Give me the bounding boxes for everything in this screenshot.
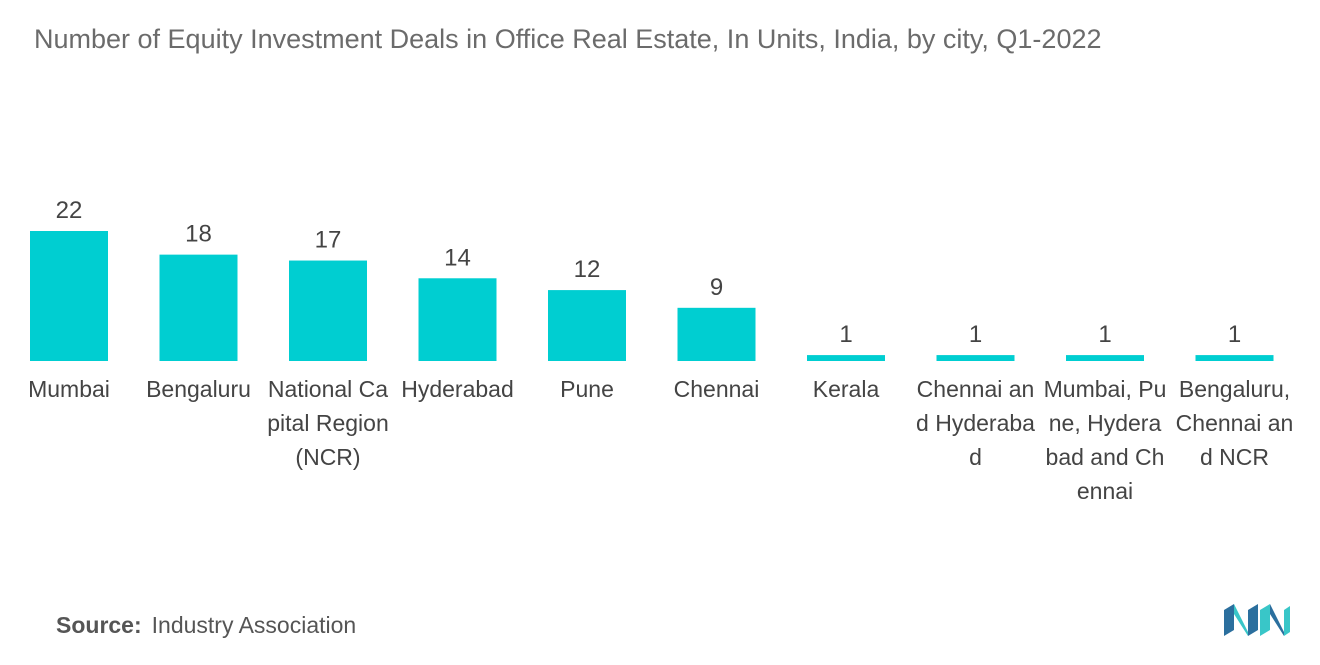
bar-2 <box>289 260 367 361</box>
chart-title: Number of Equity Investment Deals in Off… <box>34 24 1102 54</box>
category-label-1: Bengaluru <box>146 376 251 402</box>
bar-0 <box>30 231 108 361</box>
bar-7 <box>936 355 1015 361</box>
value-label-7: 1 <box>969 321 982 348</box>
category-label-4: Pune <box>560 376 614 402</box>
value-label-0: 22 <box>56 197 83 224</box>
bar-4 <box>548 290 626 361</box>
category-label-7: Chennai and Hyderabad <box>916 376 1035 470</box>
bar-8 <box>1066 355 1144 361</box>
value-label-9: 1 <box>1228 321 1241 348</box>
source-note: Source: Industry Association <box>56 612 356 639</box>
bar-5 <box>677 307 756 361</box>
category-label-0: Mumbai <box>28 376 110 402</box>
category-label-8: Mumbai, Pune, Hyderabad and Chennai <box>1043 376 1167 504</box>
value-label-2: 17 <box>315 227 342 254</box>
value-label-4: 12 <box>574 256 601 283</box>
value-label-8: 1 <box>1098 321 1111 348</box>
mordor-intelligence-logo-icon <box>1224 604 1290 636</box>
bar-3 <box>418 278 497 361</box>
bar-6 <box>807 355 885 361</box>
source-text: Industry Association <box>151 612 357 638</box>
value-label-1: 18 <box>185 221 212 248</box>
value-label-6: 1 <box>839 321 852 348</box>
category-label-6: Kerala <box>812 376 880 402</box>
category-label-5: Chennai <box>673 376 760 402</box>
value-label-5: 9 <box>710 274 723 301</box>
category-label-9: Bengaluru, Chennai and NCR <box>1175 376 1294 470</box>
category-label-2: National Capital Region (NCR) <box>267 376 389 470</box>
category-label-3: Hyderabad <box>401 376 514 402</box>
bar-1 <box>159 254 238 361</box>
bar-9 <box>1195 355 1274 361</box>
source-label: Source: <box>56 612 142 638</box>
value-label-3: 14 <box>444 244 471 271</box>
